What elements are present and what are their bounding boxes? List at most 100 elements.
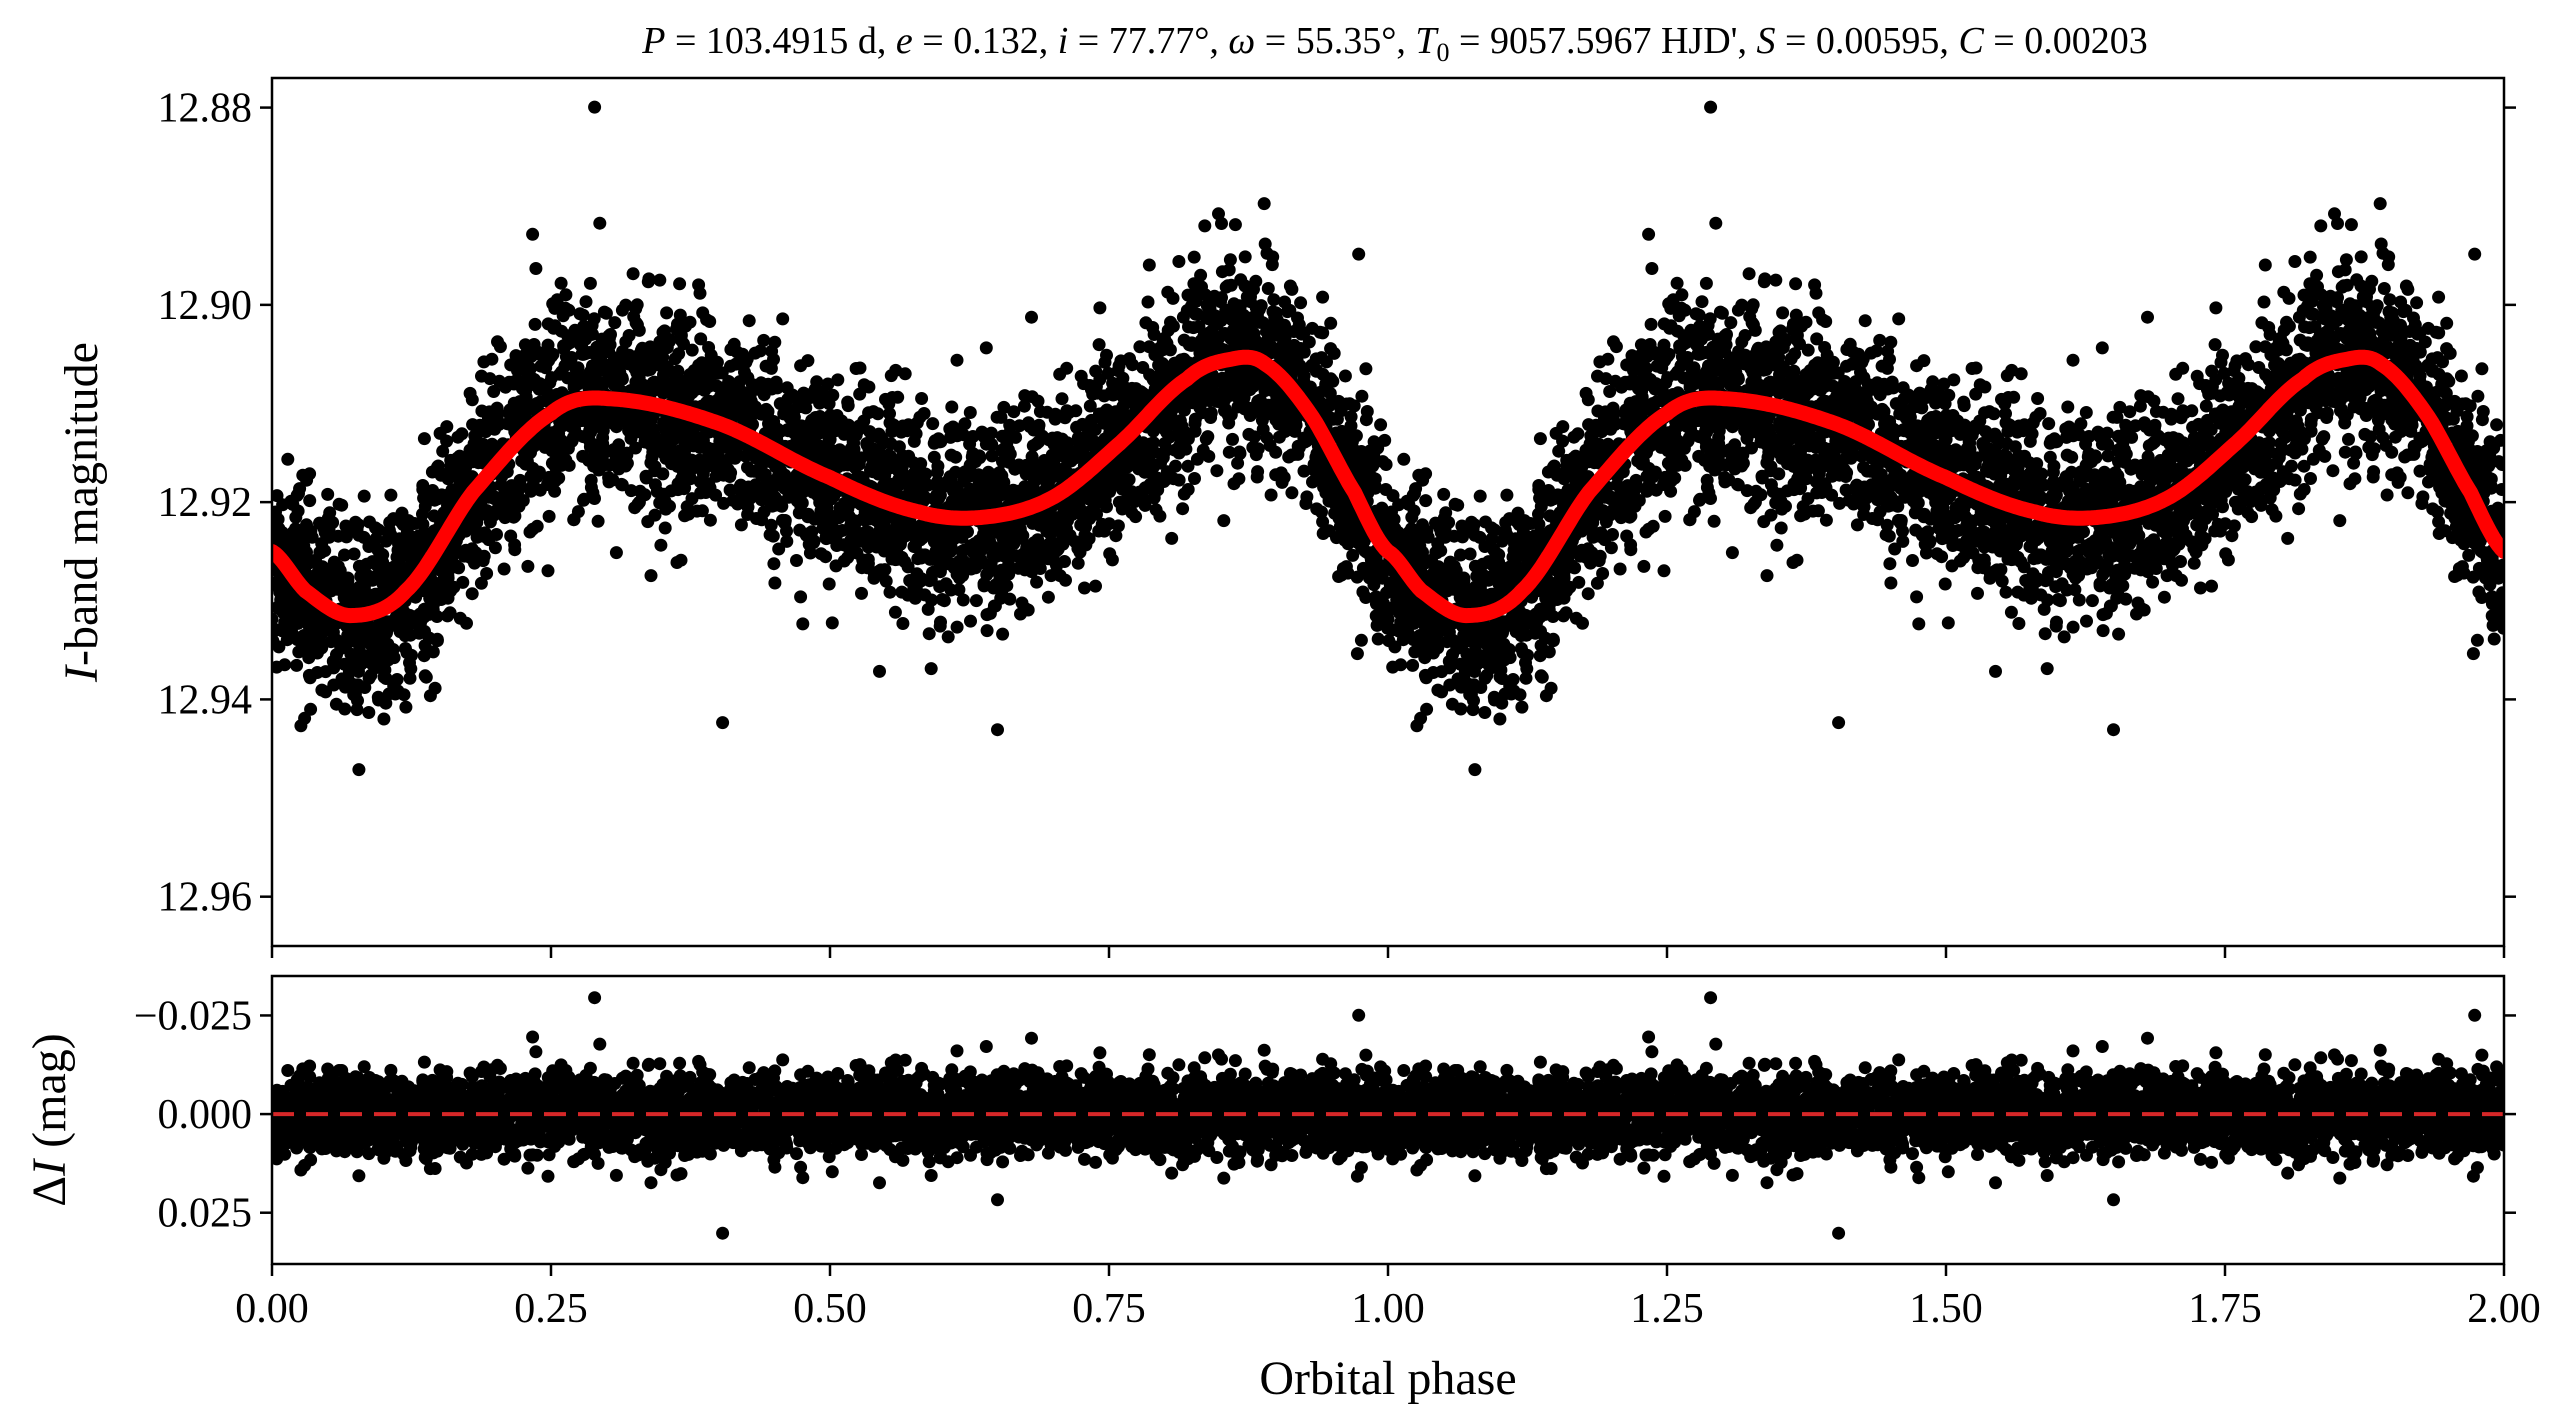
observation-point bbox=[1478, 706, 1492, 719]
observation-point bbox=[937, 480, 950, 494]
observation-point bbox=[993, 572, 1007, 586]
observation-point bbox=[1098, 355, 1112, 369]
observation-point bbox=[606, 358, 620, 372]
observation-point bbox=[1256, 422, 1270, 436]
observation-point bbox=[917, 407, 931, 420]
observation-point bbox=[380, 626, 393, 640]
observation-point bbox=[1644, 317, 1658, 331]
observation-point bbox=[1159, 473, 1173, 487]
observation-point bbox=[576, 347, 590, 361]
observation-point bbox=[1316, 326, 1330, 340]
observation-point bbox=[1379, 458, 1393, 471]
observation-point bbox=[1092, 481, 1106, 495]
observation-point bbox=[384, 528, 398, 542]
observation-point bbox=[944, 448, 958, 462]
observation-point bbox=[314, 546, 328, 560]
observation-point bbox=[1114, 354, 1128, 368]
observation-point bbox=[1074, 369, 1088, 383]
observation-point bbox=[1346, 548, 1360, 562]
observation-point bbox=[918, 522, 932, 535]
observation-point bbox=[653, 355, 667, 369]
observation-point bbox=[2171, 392, 2185, 406]
observation-point bbox=[1772, 467, 1786, 481]
observation-point bbox=[1299, 497, 1313, 510]
observation-point bbox=[910, 416, 924, 430]
observation-point bbox=[313, 516, 326, 530]
observation-point bbox=[602, 475, 616, 489]
observation-point bbox=[1076, 417, 1089, 431]
observation-point bbox=[1217, 374, 1231, 387]
observation-point bbox=[677, 433, 691, 447]
observation-point bbox=[584, 473, 598, 487]
observation-point bbox=[798, 482, 812, 496]
observation-point bbox=[694, 332, 708, 346]
observation-point bbox=[490, 503, 504, 517]
observation-point bbox=[1328, 506, 1342, 520]
observation-point bbox=[1201, 430, 1215, 444]
observation-point bbox=[552, 471, 566, 485]
observation-point bbox=[475, 369, 488, 383]
observation-point bbox=[719, 434, 733, 448]
observation-point bbox=[1310, 447, 1324, 461]
observation-point bbox=[884, 369, 898, 383]
observation-point bbox=[941, 630, 955, 644]
observation-point bbox=[586, 486, 600, 500]
observation-point bbox=[505, 409, 518, 423]
observation-point bbox=[989, 549, 1003, 563]
observation-point bbox=[915, 392, 929, 405]
observation-point bbox=[935, 593, 949, 606]
observation-point bbox=[806, 431, 820, 445]
observation-point bbox=[771, 469, 785, 483]
observation-point bbox=[790, 554, 803, 567]
observation-point bbox=[313, 612, 327, 626]
observation-point bbox=[306, 633, 320, 647]
observation-point bbox=[841, 395, 855, 409]
observation-point bbox=[348, 657, 362, 671]
observation-point bbox=[641, 363, 655, 377]
observation-point bbox=[272, 612, 279, 626]
observation-point bbox=[583, 423, 597, 437]
observation-point bbox=[829, 534, 843, 548]
observation-point bbox=[1306, 475, 1319, 489]
observation-point bbox=[825, 443, 838, 457]
observation-point bbox=[1206, 391, 1220, 405]
observation-point bbox=[819, 532, 833, 546]
observation-point bbox=[1317, 480, 1331, 494]
observation-point bbox=[1196, 443, 1210, 457]
observation-point bbox=[862, 380, 876, 394]
observation-point bbox=[1264, 488, 1278, 502]
observation-point bbox=[1249, 300, 1263, 314]
observation-point bbox=[363, 515, 376, 529]
observation-point bbox=[1305, 321, 1319, 335]
observation-point bbox=[973, 451, 987, 465]
observation-point bbox=[374, 562, 388, 576]
observation-point bbox=[696, 467, 710, 481]
observation-point bbox=[361, 587, 375, 601]
observation-point bbox=[626, 426, 640, 440]
observation-point bbox=[841, 448, 855, 462]
observation-point bbox=[980, 624, 994, 638]
observation-point bbox=[776, 513, 789, 527]
observation-point bbox=[482, 405, 496, 419]
observation-point bbox=[1231, 456, 1245, 470]
observation-point bbox=[910, 567, 924, 581]
observation-point bbox=[292, 645, 306, 659]
observation-point bbox=[933, 580, 947, 594]
observation-point bbox=[1227, 477, 1241, 491]
observation-point bbox=[866, 537, 880, 551]
observation-point bbox=[480, 567, 494, 580]
observation-point bbox=[1005, 524, 1019, 538]
observation-point bbox=[1038, 548, 1052, 561]
observation-point bbox=[416, 479, 430, 492]
observation-point bbox=[331, 559, 345, 573]
observation-point bbox=[326, 625, 340, 639]
observation-point bbox=[1015, 596, 1029, 610]
observation-point bbox=[550, 293, 564, 307]
observation-point bbox=[748, 346, 762, 360]
title-e-label: e bbox=[896, 20, 913, 62]
observation-point bbox=[338, 702, 352, 716]
observation-point bbox=[1310, 502, 1324, 516]
observation-point bbox=[1033, 405, 1047, 418]
observation-point bbox=[956, 593, 970, 607]
observation-point bbox=[877, 465, 891, 479]
